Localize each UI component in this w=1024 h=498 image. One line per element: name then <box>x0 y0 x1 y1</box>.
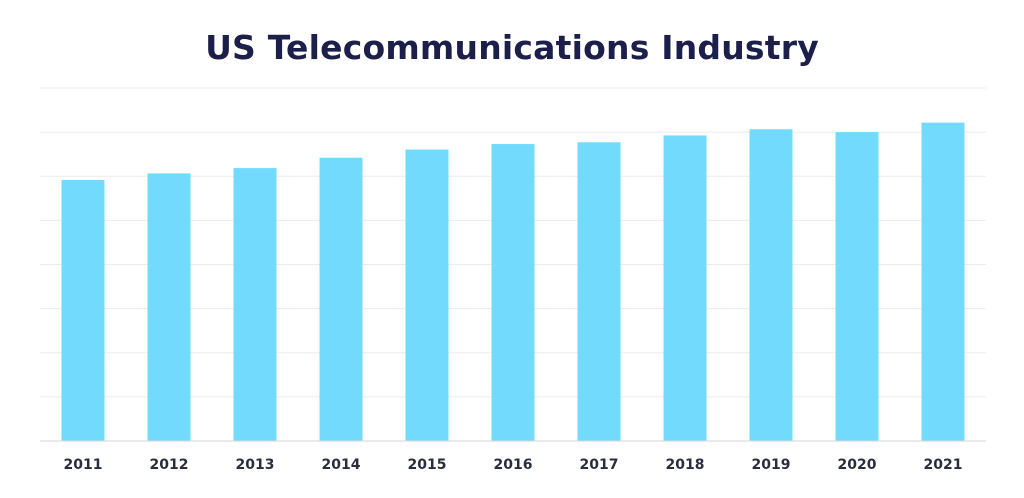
chart-title: US Telecommunications Industry <box>205 28 819 67</box>
bar-2019 <box>749 129 793 441</box>
bar-2013 <box>233 168 277 442</box>
x-tick-label: 2020 <box>838 457 877 473</box>
bar-2020 <box>835 132 879 441</box>
x-tick-label: 2019 <box>752 457 791 473</box>
x-tick-label: 2016 <box>494 457 533 473</box>
x-tick-label: 2012 <box>150 457 189 473</box>
x-tick-label: 2014 <box>322 457 361 473</box>
bar-2014 <box>319 157 363 441</box>
bar-2017 <box>577 142 621 441</box>
bar-2021 <box>921 122 965 441</box>
x-axis: 2011 2012 2013 2014 2015 2016 2017 2018 2019 2020… <box>40 440 986 473</box>
bar-2018 <box>663 135 707 441</box>
bar-2016 <box>491 144 535 441</box>
bar-2012 <box>147 173 191 441</box>
x-tick-label: 2015 <box>408 457 447 473</box>
x-tick-label: 2011 <box>64 457 103 473</box>
bar-2015 <box>405 149 449 441</box>
bar-2011 <box>61 180 105 442</box>
x-tick-label: 2018 <box>666 457 705 473</box>
bars <box>61 122 965 442</box>
x-tick-label: 2013 <box>236 457 275 473</box>
x-tick-label: 2017 <box>580 457 619 473</box>
x-tick-label: 2021 <box>924 457 963 473</box>
